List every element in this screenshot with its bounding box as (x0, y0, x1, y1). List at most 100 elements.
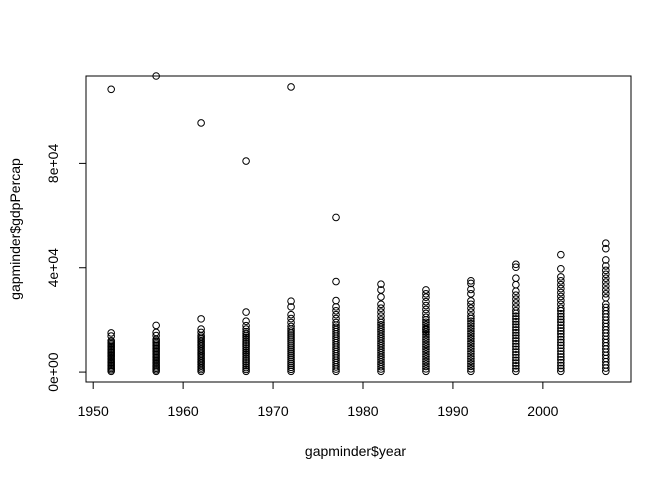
x-tick-label: 1990 (437, 403, 468, 419)
data-point (242, 308, 250, 316)
data-point (242, 348, 250, 357)
data-point (287, 314, 295, 323)
data-point (557, 361, 565, 370)
data-point (557, 250, 565, 259)
data-point (512, 353, 520, 362)
data-point (422, 286, 430, 294)
data-point (242, 354, 250, 362)
data-point (332, 323, 340, 332)
data-point (602, 282, 610, 290)
data-point (332, 310, 340, 319)
data-point (467, 319, 475, 328)
data-point (242, 346, 250, 355)
data-point (422, 360, 430, 368)
data-point (332, 296, 340, 305)
data-point (242, 344, 250, 353)
data-point (287, 343, 295, 351)
data-point (467, 364, 475, 373)
data-point (467, 276, 475, 285)
data-point (467, 349, 475, 358)
data-point (557, 321, 565, 329)
data-point (287, 363, 295, 372)
data-point (287, 361, 295, 370)
x-tick-label: 1950 (78, 403, 109, 419)
data-point (467, 337, 475, 345)
data-point (557, 296, 565, 305)
data-point (602, 286, 610, 294)
data-point (422, 340, 430, 349)
data-point (422, 365, 430, 373)
data-point (512, 260, 520, 269)
data-point (557, 344, 565, 353)
data-point (512, 320, 520, 329)
data-point (467, 332, 475, 340)
data-point (377, 280, 385, 288)
data-point (287, 349, 295, 357)
data-point (287, 83, 295, 91)
data-point (332, 306, 340, 315)
data-point (602, 290, 610, 298)
data-point (422, 313, 430, 322)
x-tick-label: 1970 (257, 403, 288, 419)
data-point (422, 301, 430, 310)
data-point (512, 331, 520, 340)
data-point (287, 318, 295, 327)
data-point (467, 357, 475, 366)
data-point (512, 328, 520, 337)
data-point (602, 266, 610, 275)
data-point (242, 350, 250, 359)
data-point (242, 317, 250, 326)
data-point (242, 333, 250, 342)
data-point (377, 323, 385, 331)
data-point (557, 264, 565, 273)
data-point (152, 72, 160, 80)
data-point (557, 300, 565, 309)
data-point (602, 239, 610, 248)
data-point (242, 327, 250, 336)
data-point (152, 331, 160, 340)
y-axis: 0e+00 4e+04 8e+04 (45, 144, 87, 392)
data-point (332, 303, 340, 311)
data-point (287, 357, 295, 366)
data-point (467, 290, 475, 298)
data-point (467, 300, 475, 309)
data-point (602, 256, 610, 264)
data-point (512, 334, 520, 343)
data-point (467, 359, 475, 368)
data-point (107, 332, 115, 340)
data-point (377, 321, 385, 329)
data-point (602, 274, 610, 282)
data-point (422, 325, 430, 333)
data-point (242, 329, 250, 338)
data-point (287, 322, 295, 331)
data-point (557, 341, 565, 350)
data-point (557, 358, 565, 367)
y-tick-label: 0e+00 (45, 352, 61, 392)
data-point (242, 337, 250, 345)
data-point (287, 347, 295, 355)
data-point (107, 85, 115, 94)
data-point (467, 347, 475, 356)
data-point (332, 318, 340, 327)
data-point (287, 331, 295, 339)
data-point (422, 335, 430, 344)
data-point (242, 358, 250, 366)
data-point (287, 297, 295, 305)
data-point (557, 288, 565, 297)
data-point (377, 316, 385, 324)
data-point (242, 356, 250, 364)
data-point (422, 355, 430, 363)
data-point (287, 339, 295, 347)
data-point (557, 309, 565, 318)
data-point (467, 342, 475, 351)
data-point (557, 276, 565, 285)
data-point (512, 367, 520, 376)
data-point (467, 344, 475, 353)
data-point (557, 364, 565, 373)
data-point (467, 285, 475, 294)
data-point (422, 309, 430, 318)
data-point (242, 325, 250, 333)
data-point (242, 363, 250, 372)
data-point (287, 333, 295, 341)
data-point (287, 310, 295, 319)
